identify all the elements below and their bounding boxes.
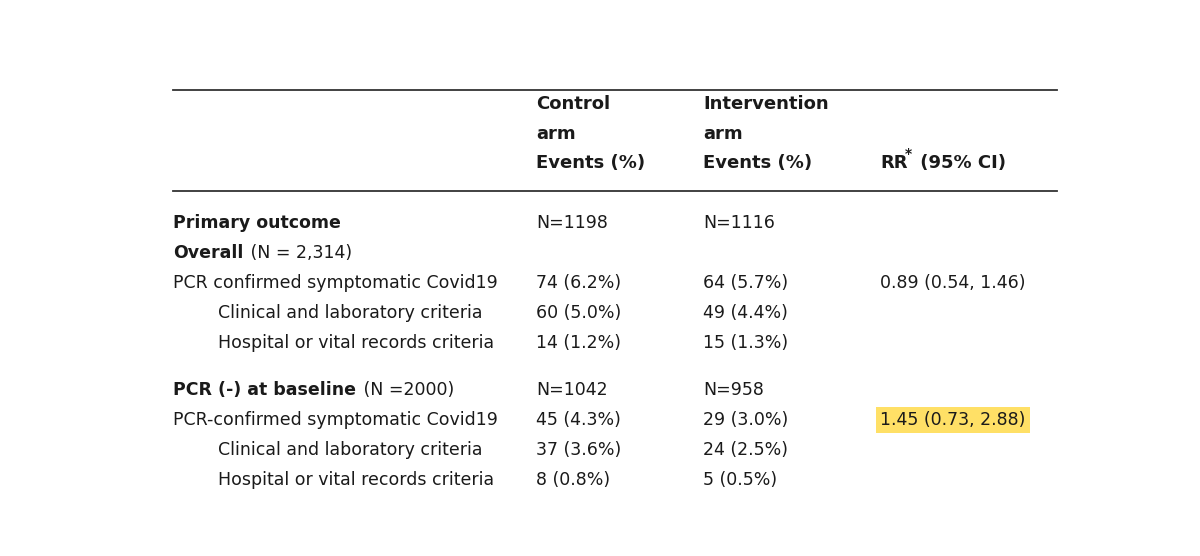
Text: 60 (5.0%): 60 (5.0%): [536, 304, 622, 322]
Text: Clinical and laboratory criteria: Clinical and laboratory criteria: [218, 304, 482, 322]
Text: 49 (4.4%): 49 (4.4%): [703, 304, 788, 322]
Text: RR: RR: [880, 155, 907, 172]
Text: 15 (1.3%): 15 (1.3%): [703, 334, 788, 352]
Text: Intervention: Intervention: [703, 95, 829, 112]
Text: PCR confirmed symptomatic Covid19: PCR confirmed symptomatic Covid19: [173, 274, 498, 292]
Text: Primary outcome: Primary outcome: [173, 214, 341, 232]
Text: (N = 2,314): (N = 2,314): [246, 244, 353, 262]
Text: Clinical and laboratory criteria: Clinical and laboratory criteria: [218, 441, 482, 459]
Text: 24 (2.5%): 24 (2.5%): [703, 441, 788, 459]
Text: 0.89 (0.54, 1.46): 0.89 (0.54, 1.46): [880, 274, 1026, 292]
Text: (95% CI): (95% CI): [913, 155, 1006, 172]
Text: N=1042: N=1042: [536, 381, 607, 399]
Text: (N =2000): (N =2000): [358, 381, 455, 399]
Text: 5 (0.5%): 5 (0.5%): [703, 471, 778, 489]
Text: arm: arm: [703, 125, 743, 142]
Text: *: *: [905, 147, 912, 161]
Text: Overall: Overall: [173, 244, 244, 262]
Text: 64 (5.7%): 64 (5.7%): [703, 274, 788, 292]
Text: 29 (3.0%): 29 (3.0%): [703, 411, 788, 429]
Text: N=958: N=958: [703, 381, 764, 399]
Text: Events (%): Events (%): [536, 155, 646, 172]
Text: N=1198: N=1198: [536, 214, 608, 232]
Text: Events (%): Events (%): [703, 155, 812, 172]
Text: arm: arm: [536, 125, 576, 142]
Text: N=1116: N=1116: [703, 214, 775, 232]
Text: 8 (0.8%): 8 (0.8%): [536, 471, 610, 489]
Text: 14 (1.2%): 14 (1.2%): [536, 334, 620, 352]
Text: PCR (-) at baseline: PCR (-) at baseline: [173, 381, 356, 399]
Text: Hospital or vital records criteria: Hospital or vital records criteria: [218, 334, 494, 352]
Text: 1.45 (0.73, 2.88): 1.45 (0.73, 2.88): [880, 411, 1026, 429]
Text: 45 (4.3%): 45 (4.3%): [536, 411, 620, 429]
Text: Hospital or vital records criteria: Hospital or vital records criteria: [218, 471, 494, 489]
Text: 74 (6.2%): 74 (6.2%): [536, 274, 622, 292]
Text: Control: Control: [536, 95, 610, 112]
Text: 37 (3.6%): 37 (3.6%): [536, 441, 622, 459]
Text: PCR-confirmed symptomatic Covid19: PCR-confirmed symptomatic Covid19: [173, 411, 498, 429]
